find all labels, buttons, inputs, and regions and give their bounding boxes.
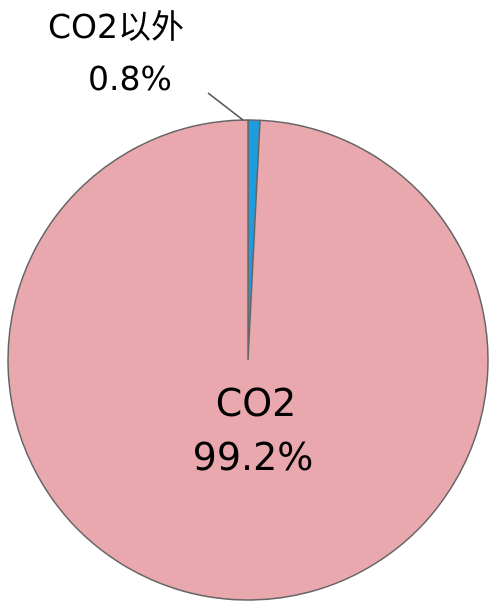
slice-value-co2-other: 0.8% bbox=[88, 59, 172, 98]
leader-line-co2-other bbox=[207, 92, 244, 121]
pie-slice-co2 bbox=[7, 119, 489, 601]
pie-slices bbox=[7, 119, 489, 601]
slice-label-co2-other: CO2以外 bbox=[48, 7, 184, 46]
slice-value-co2: 99.2% bbox=[193, 435, 314, 479]
slice-label-co2: CO2 bbox=[216, 381, 297, 425]
